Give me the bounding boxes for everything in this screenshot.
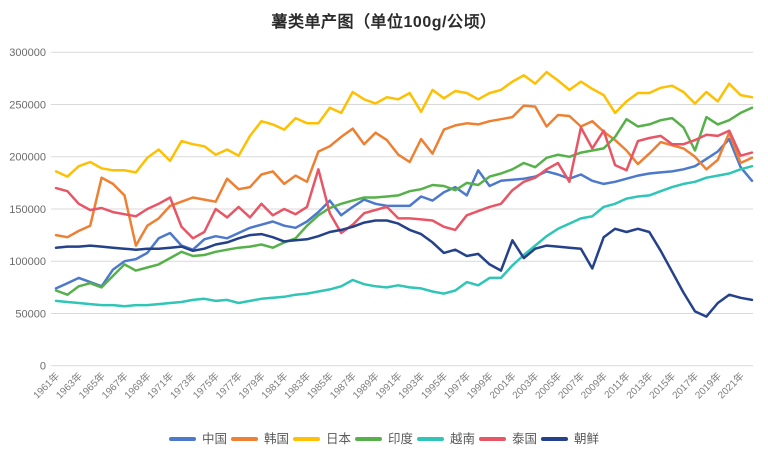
legend-swatch-dprk	[541, 437, 569, 441]
y-axis-tick-label: 300000	[9, 47, 46, 59]
series-line-korea[interactable]	[54, 104, 754, 247]
legend-swatch-japan	[292, 437, 320, 441]
series-line-vietnam[interactable]	[54, 164, 754, 308]
legend-item-china[interactable]: 中国	[168, 431, 227, 446]
legend-label-thailand: 泰国	[512, 431, 538, 446]
legend-swatch-china	[168, 437, 196, 441]
legend-label-india: 印度	[387, 431, 413, 446]
series-line-china[interactable]	[54, 137, 754, 290]
legend-item-dprk[interactable]: 朝鲜	[541, 433, 599, 446]
y-axis-tick-label: 150000	[9, 204, 46, 216]
y-axis-tick-label: 50000	[15, 308, 46, 320]
legend-item-vietnam[interactable]: 越南	[417, 433, 475, 446]
series-line-india[interactable]	[54, 106, 754, 296]
legend-label-japan: 日本	[325, 431, 351, 446]
y-axis-tick-label: 100000	[9, 256, 46, 268]
legend-swatch-vietnam	[417, 437, 444, 441]
chart-legend: 中国 韩国 日本 印度 越南 泰国 朝鲜	[0, 429, 768, 449]
series-line-thailand[interactable]	[54, 126, 754, 240]
legend-item-india[interactable]: 印度	[354, 431, 413, 446]
legend-label-vietnam: 越南	[450, 431, 476, 446]
chart-title: 薯类单产图（单位100g/公顷）	[271, 14, 497, 31]
series-line-japan[interactable]	[54, 70, 754, 178]
legend-swatch-korea	[230, 437, 258, 441]
legend-swatch-thailand	[479, 437, 507, 441]
legend-swatch-india	[354, 437, 382, 441]
legend-item-thailand[interactable]: 泰国	[479, 433, 537, 446]
legend-item-korea[interactable]: 韩国	[230, 431, 289, 446]
legend-label-korea: 韩国	[263, 431, 289, 446]
legend-label-dprk: 朝鲜	[574, 431, 600, 446]
series-line-dprk[interactable]	[54, 219, 754, 318]
legend-label-china: 中国	[201, 431, 227, 446]
legend-item-japan[interactable]: 日本	[292, 431, 351, 446]
y-axis-tick-label: 250000	[9, 99, 46, 111]
y-axis-tick-label: 200000	[9, 152, 46, 164]
y-axis-tick-label: 0	[40, 361, 46, 373]
